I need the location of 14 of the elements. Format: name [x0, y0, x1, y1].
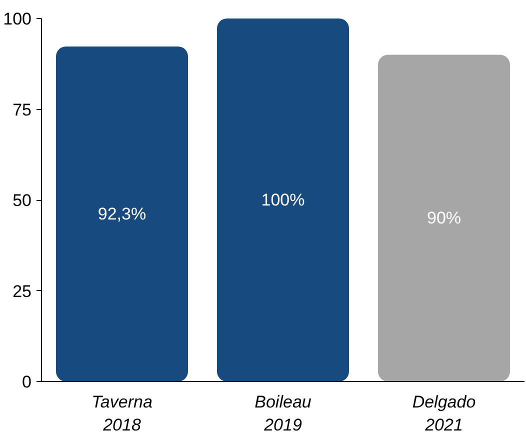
y-tick-label: 25: [12, 282, 32, 301]
y-tick-label: 75: [12, 100, 32, 120]
data-label: 90%: [426, 208, 462, 228]
x-tick-label: Boileau 2019: [254, 392, 312, 434]
bar: [378, 54, 510, 382]
y-tick-label: 50: [12, 191, 32, 210]
y-tick-label: 0: [22, 372, 32, 392]
x-tick-label: Taverna 2018: [92, 392, 152, 434]
y-tick-label: 100: [3, 10, 32, 28]
x-tick-label: Delgado 2021: [412, 392, 476, 434]
data-label: 92,3%: [98, 204, 146, 224]
bar: [56, 46, 188, 382]
bar: [216, 18, 350, 382]
data-label: 100%: [261, 190, 305, 210]
